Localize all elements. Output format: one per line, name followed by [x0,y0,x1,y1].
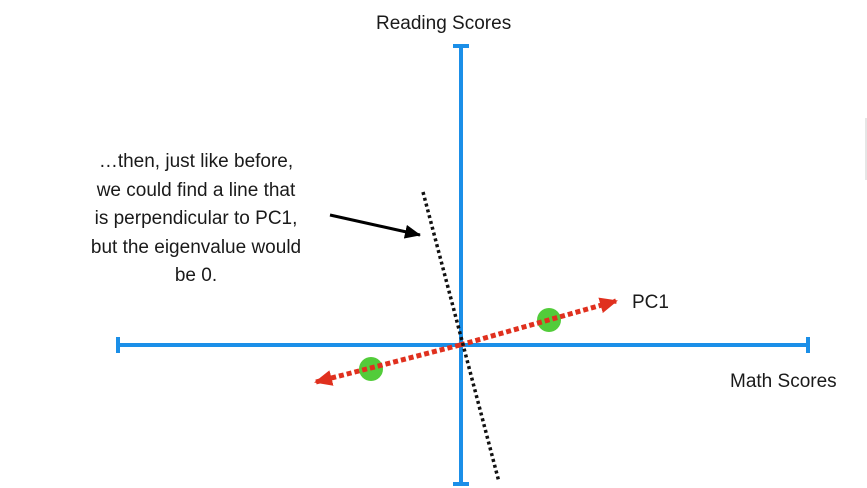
y-axis [453,44,469,486]
perpendicular-line [421,191,501,483]
annotation-line: is perpendicular to PC1, [94,208,298,229]
annotation-text: …then, just like before, we could find a… [40,148,352,291]
annotation-line: but the eigenvalue would [90,236,302,258]
annotation-line: we could find a line that [96,179,296,201]
x-axis-label: Math Scores [730,371,837,392]
edge-divider [865,118,867,180]
pc1-arrow-reverse [314,342,461,386]
pc1-label: PC1 [632,292,669,313]
annotation-line: be 0. [174,265,218,286]
pointer-arrow [329,213,421,239]
y-axis-label: Reading Scores [376,13,512,34]
pc1-arrow [459,297,618,348]
annotation-line: …then, just like before, [98,151,294,172]
